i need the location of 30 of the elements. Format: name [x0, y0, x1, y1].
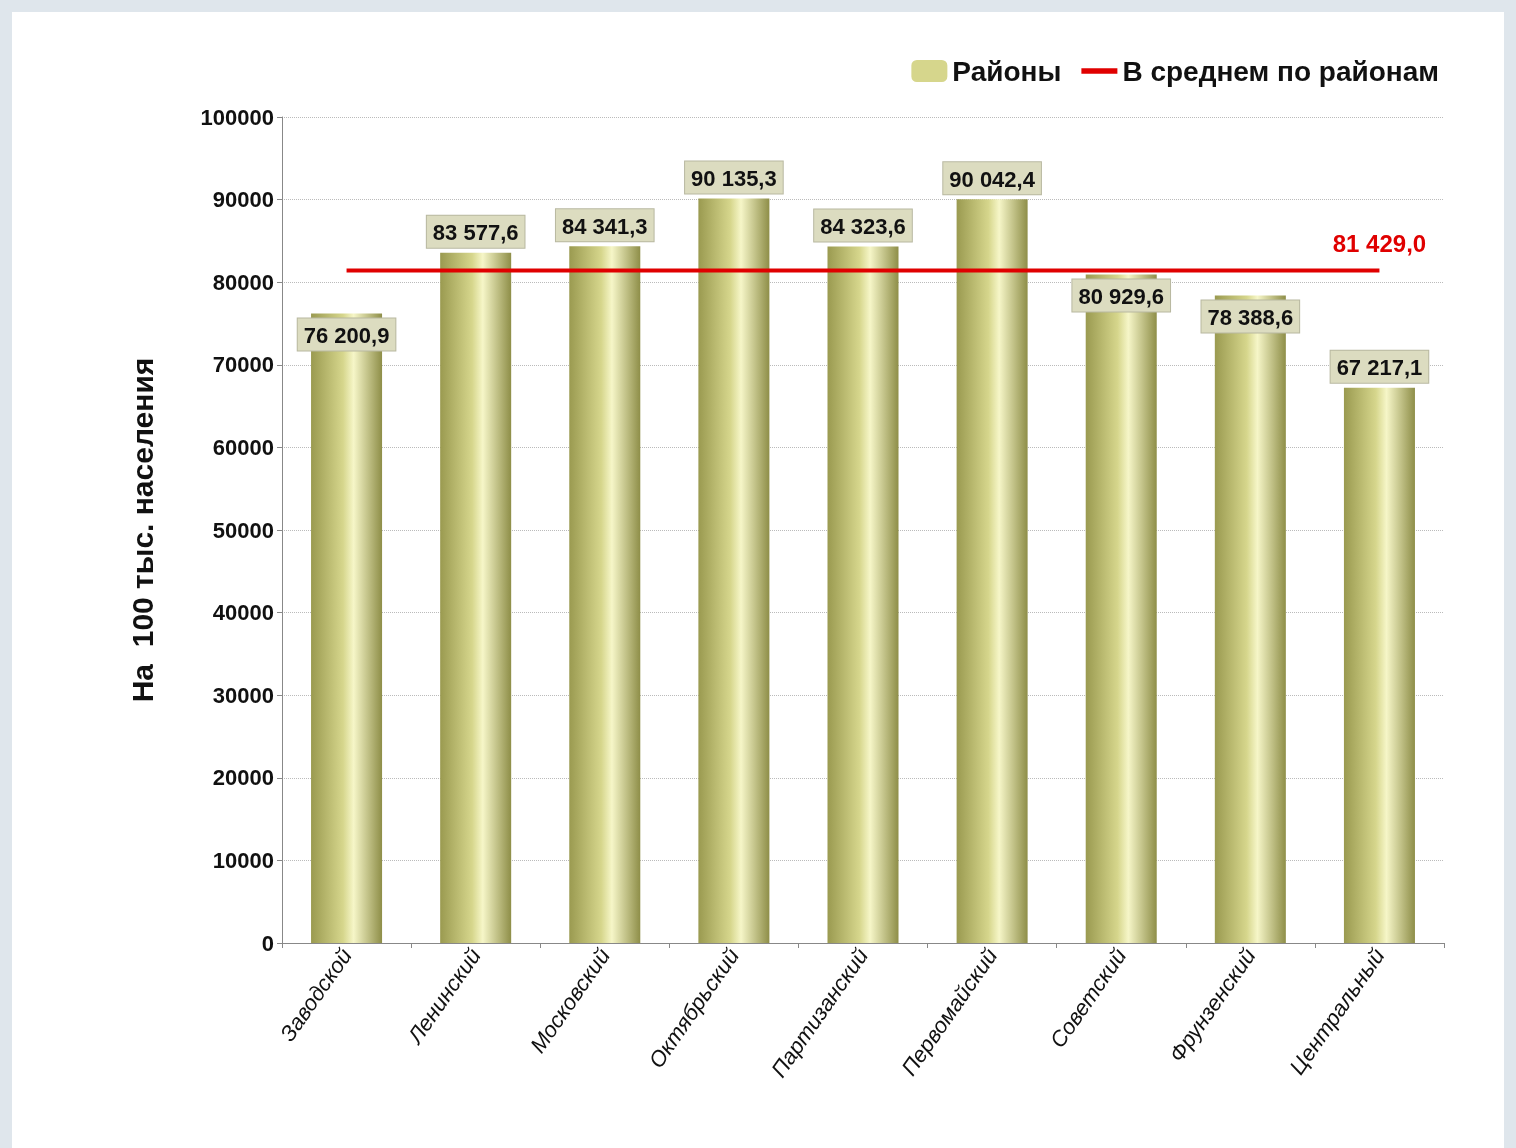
data-label: 78 388,6	[1207, 305, 1294, 331]
data-label: 67 217,1	[1336, 355, 1423, 381]
y-tick-label: 80000	[212, 269, 274, 295]
data-label: 90 135,3	[691, 165, 777, 191]
bar	[569, 246, 641, 943]
y-tick-label: 20000	[212, 765, 274, 791]
y-axis-title: На 100 тыс. населения	[125, 357, 159, 703]
y-tick-label: 50000	[212, 517, 274, 543]
y-tick-label: 60000	[212, 434, 274, 460]
data-label: 84 341,3	[561, 213, 648, 239]
data-label: 76 200,9	[303, 323, 390, 349]
y-tick-label: 100000	[200, 104, 274, 130]
y-tick-label: 30000	[212, 682, 274, 708]
data-label: 90 042,4	[949, 166, 1036, 192]
y-tick-label: 40000	[212, 600, 274, 626]
legend-label: В среднем по районам	[1122, 55, 1440, 87]
legend-label: Районы	[952, 55, 1062, 87]
data-label: 84 323,6	[820, 213, 906, 239]
y-tick-label: 70000	[212, 352, 274, 378]
data-label: 80 929,6	[1078, 284, 1165, 310]
y-tick-label: 0	[261, 930, 274, 956]
y-tick-label: 10000	[212, 847, 274, 873]
y-tick-label: 90000	[212, 187, 274, 213]
bar	[827, 246, 899, 943]
bar	[1343, 387, 1415, 943]
bar	[440, 252, 512, 943]
data-label: 83 577,6	[432, 220, 519, 246]
bar	[698, 198, 770, 943]
data-label: 81 429,0	[1332, 229, 1427, 257]
bar	[956, 199, 1028, 943]
